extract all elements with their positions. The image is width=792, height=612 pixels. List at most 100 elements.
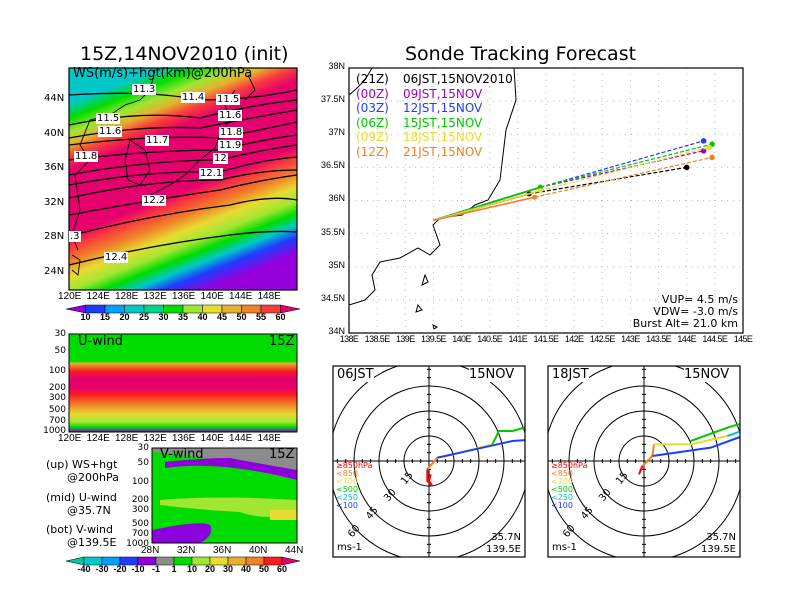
- lat-tick: 28N: [44, 231, 65, 242]
- pressure-tick: 500: [131, 519, 149, 529]
- lon-tick: 141E: [508, 334, 528, 344]
- hodo-lat: 35.7N: [491, 532, 521, 543]
- ws-map-frame: [68, 67, 298, 291]
- legend-time: (06Z): [356, 115, 389, 130]
- level-legend: <850: [551, 469, 573, 478]
- contour-label: 12.4: [104, 252, 129, 263]
- lon-tick: 140.5E: [477, 334, 503, 344]
- level-legend: <100: [336, 501, 358, 510]
- hodograph-segment: [652, 435, 740, 457]
- contour-label: .3: [69, 231, 81, 242]
- colorbar-label: 55: [255, 312, 266, 322]
- contour-label: 11.5: [216, 94, 241, 105]
- lat-tick: 32N: [44, 196, 65, 208]
- track-descent-06Z: [540, 143, 713, 188]
- colorbar-label: 50: [236, 312, 247, 322]
- lon-tick: 148E: [257, 291, 281, 302]
- lon-tick: 143.5E: [646, 334, 672, 344]
- track-ascent-09Z: [433, 189, 541, 222]
- lon-tick: 132E: [143, 433, 167, 444]
- hodograph-segment: [426, 469, 434, 487]
- legend-bot: (bot) V-wind: [46, 523, 113, 536]
- track-frame: [348, 67, 744, 334]
- landing-point: [706, 144, 713, 151]
- colorbar-label: -40: [77, 564, 91, 574]
- hodograph-frame: [547, 365, 741, 558]
- pressure-tick: 300: [48, 393, 66, 403]
- lon-tick: 136E: [172, 433, 196, 444]
- colorbar-label: 10: [80, 312, 91, 322]
- contour-label: 11.7: [145, 135, 170, 146]
- lat-tick: 38N: [328, 61, 345, 71]
- contour-label: 11.4: [181, 92, 206, 103]
- lat-tick: 37N: [328, 127, 345, 138]
- contour-label: 11.6: [98, 126, 123, 137]
- contour-label: 12: [213, 153, 228, 164]
- hodograph-18JST: [548, 366, 740, 557]
- lon-tick: 140E: [452, 334, 471, 344]
- legend-time: (00Z): [356, 86, 389, 101]
- colorbar-label: 1: [171, 564, 177, 574]
- colorbar-label: 40: [197, 312, 208, 322]
- vwind-title: V-wind: [160, 447, 204, 462]
- legend-label: 18JST,15NOV: [403, 130, 483, 144]
- legend-time: (21Z): [356, 72, 389, 86]
- hodograph-06JST: [333, 366, 525, 557]
- lon-tick: 139.5E: [420, 334, 447, 344]
- pressure-tick: 30: [54, 329, 66, 339]
- level-legend: ≥850hPa: [336, 461, 373, 470]
- hodo-time: 06JST: [337, 367, 374, 383]
- lon-tick: 140E: [200, 291, 224, 302]
- hodo-date: 15NOV: [469, 367, 515, 383]
- lon-tick: 138.5E: [364, 334, 391, 344]
- pressure-tick: 50: [54, 346, 66, 356]
- level-legend: <100: [551, 501, 573, 510]
- level-legend: <500: [551, 485, 573, 494]
- colorbar-label: 35: [177, 312, 188, 322]
- uwind-title: U-wind: [78, 334, 123, 349]
- hodograph-segment: [491, 426, 525, 445]
- lon-tick: 141.5E: [533, 334, 560, 344]
- lon-tick: 143E: [621, 334, 640, 344]
- track-descent-03Z: [540, 140, 704, 188]
- pressure-tick: 500: [48, 405, 66, 415]
- hodo-date: 15NOV: [684, 367, 730, 383]
- lat-tick: 32N: [177, 545, 196, 556]
- legend-mid-level: @35.7N: [67, 504, 111, 517]
- lon-tick: 120E: [58, 291, 82, 302]
- lat-tick: 34N: [328, 325, 345, 336]
- colorbar-label: 60: [276, 564, 287, 574]
- hodographs: [332, 365, 741, 558]
- pressure-tick: 50: [137, 458, 149, 468]
- lat-tick: 34.5N: [320, 292, 345, 303]
- level-legend: <700: [551, 477, 573, 486]
- track-descent-00Z: [540, 150, 704, 188]
- vwind-field: [152, 448, 297, 543]
- lon-tick: 142.5E: [589, 334, 616, 344]
- contour-label: 12.1: [199, 168, 224, 179]
- lon-tick: 124E: [86, 291, 110, 302]
- vwind-time: 15Z: [269, 447, 295, 462]
- colorbar-label: -20: [113, 564, 127, 574]
- hodo-time: 18JST: [552, 367, 589, 383]
- contour-label: 11.6: [218, 110, 243, 121]
- legend-up: (up) WS+hgt: [46, 458, 118, 471]
- left-title: 15Z,14NOV2010 (init): [80, 43, 289, 65]
- pressure-tick: 200: [48, 383, 66, 393]
- contour-label: 11.8: [74, 151, 99, 162]
- pressure-tick: 100: [48, 366, 66, 376]
- lon-tick: 128E: [115, 291, 139, 302]
- lon-tick: 144.5E: [702, 334, 728, 344]
- track-descent-12Z: [534, 156, 713, 198]
- lat-tick: 36.5N: [320, 160, 345, 171]
- landing-point: [683, 164, 690, 171]
- colorbar-label: -30: [95, 564, 109, 574]
- hodograph-segment: [654, 435, 728, 446]
- uwind-time: 15Z: [269, 334, 295, 349]
- pressure-tick: 30: [137, 443, 149, 453]
- lat-tick: 36N: [44, 162, 65, 173]
- landing-point: [709, 154, 715, 161]
- legend-label: 15JST,15NOV: [403, 115, 483, 130]
